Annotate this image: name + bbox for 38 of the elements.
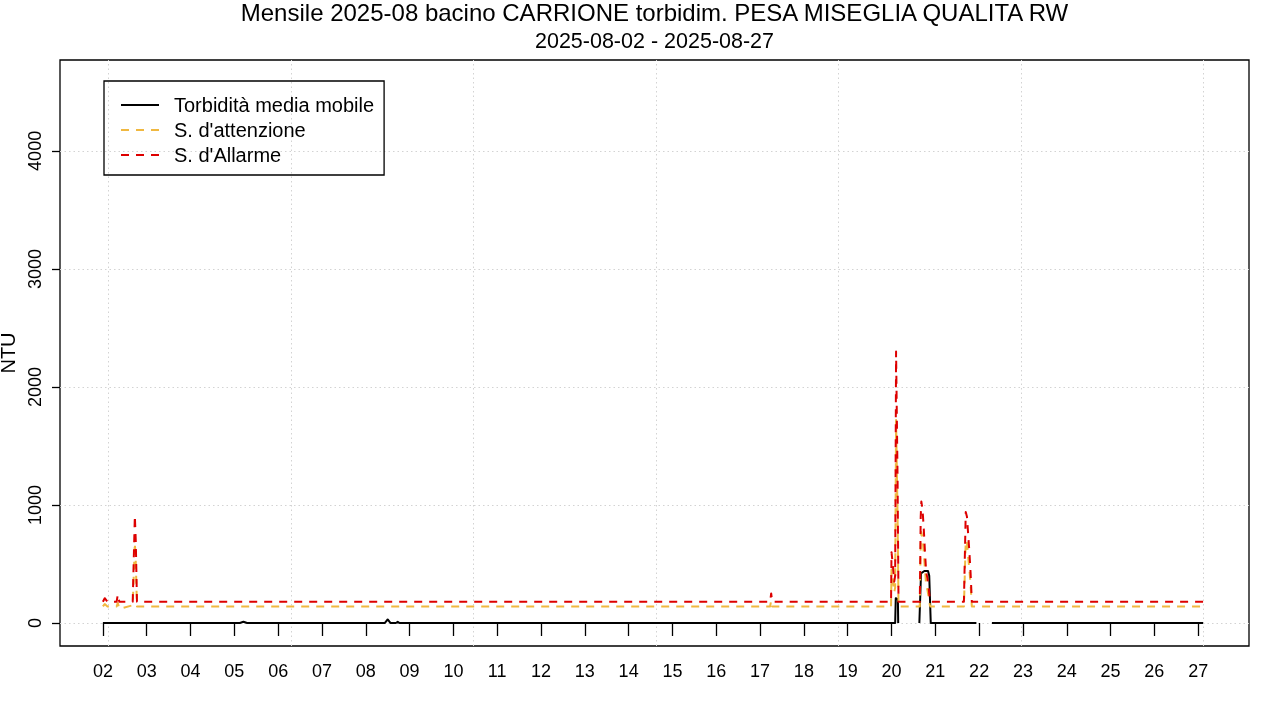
x-tick-label: 11 [487, 661, 507, 681]
x-tick-label: 15 [662, 661, 683, 681]
x-tick-label: 16 [706, 661, 727, 681]
line-series [101, 350, 1205, 603]
x-tick-label: 17 [750, 661, 771, 681]
x-tick-label: 14 [618, 661, 639, 681]
legend-label: S. d'attenzione [174, 119, 306, 141]
x-tick-label: 27 [1188, 661, 1209, 681]
y-tick-label: 0 [25, 617, 45, 628]
chart-title: Mensile 2025-08 bacino CARRIONE torbidim. PESA MISEGLIA QUALITA RW [240, 0, 1069, 26]
x-tick-label: 10 [443, 661, 464, 681]
x-tick-label: 13 [574, 661, 595, 681]
x-tick-label: 09 [399, 661, 420, 681]
y-tick-label: 1000 [25, 484, 45, 525]
x-tick-label: 07 [311, 661, 332, 681]
x-tick-label: 05 [224, 661, 245, 681]
x-tick-label: 25 [1100, 661, 1121, 681]
x-tick-label: 03 [136, 661, 157, 681]
y-axis-title: NTU [0, 332, 20, 374]
x-tick-label: 23 [1012, 661, 1033, 681]
chart-subtitle: 2025-08-02 - 2025-08-27 [534, 29, 775, 53]
legend-label: S. d'Allarme [174, 144, 282, 166]
x-tick-label: 24 [1056, 661, 1077, 681]
legend-label: Torbidità media mobile [174, 94, 375, 116]
x-tick-label: 12 [531, 661, 552, 681]
x-tick-label: 21 [925, 661, 946, 681]
x-tick-label: 04 [180, 661, 201, 681]
y-tick-label: 2000 [25, 366, 45, 407]
x-tick-label: 18 [793, 661, 814, 681]
x-tick-label: 06 [268, 661, 289, 681]
x-tick-label: 08 [355, 661, 376, 681]
y-tick-label: 3000 [25, 248, 45, 289]
y-tick-label: 4000 [25, 130, 45, 171]
x-tick-label: 22 [969, 661, 990, 681]
x-tick-label: 02 [92, 661, 113, 681]
x-tick-label: 19 [837, 661, 858, 681]
x-tick-label: 20 [881, 661, 902, 681]
x-tick-label: 26 [1144, 661, 1165, 681]
